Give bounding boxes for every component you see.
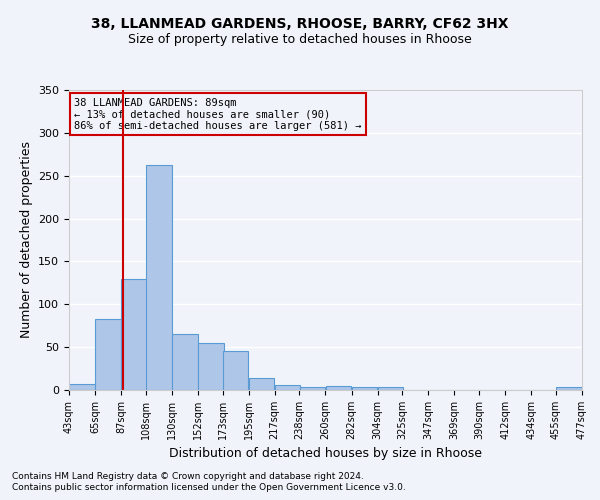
Text: 38 LLANMEAD GARDENS: 89sqm
← 13% of detached houses are smaller (90)
86% of semi: 38 LLANMEAD GARDENS: 89sqm ← 13% of deta… [74, 98, 362, 130]
Bar [249, 378, 274, 390]
Text: Contains public sector information licensed under the Open Government Licence v3: Contains public sector information licen… [12, 483, 406, 492]
Bar [223, 352, 248, 390]
Text: Contains HM Land Registry data © Crown copyright and database right 2024.: Contains HM Land Registry data © Crown c… [12, 472, 364, 481]
Bar [352, 386, 377, 390]
Bar [326, 386, 351, 390]
Bar [198, 343, 224, 390]
Bar [69, 384, 95, 390]
Text: Size of property relative to detached houses in Rhoose: Size of property relative to detached ho… [128, 32, 472, 46]
Bar [146, 166, 172, 390]
Bar [121, 278, 147, 390]
Bar [378, 388, 403, 390]
Bar [275, 385, 301, 390]
X-axis label: Distribution of detached houses by size in Rhoose: Distribution of detached houses by size … [169, 448, 482, 460]
Bar [300, 386, 325, 390]
Text: 38, LLANMEAD GARDENS, RHOOSE, BARRY, CF62 3HX: 38, LLANMEAD GARDENS, RHOOSE, BARRY, CF6… [91, 18, 509, 32]
Bar [95, 319, 121, 390]
Y-axis label: Number of detached properties: Number of detached properties [20, 142, 32, 338]
Bar [556, 388, 582, 390]
Bar [172, 334, 197, 390]
